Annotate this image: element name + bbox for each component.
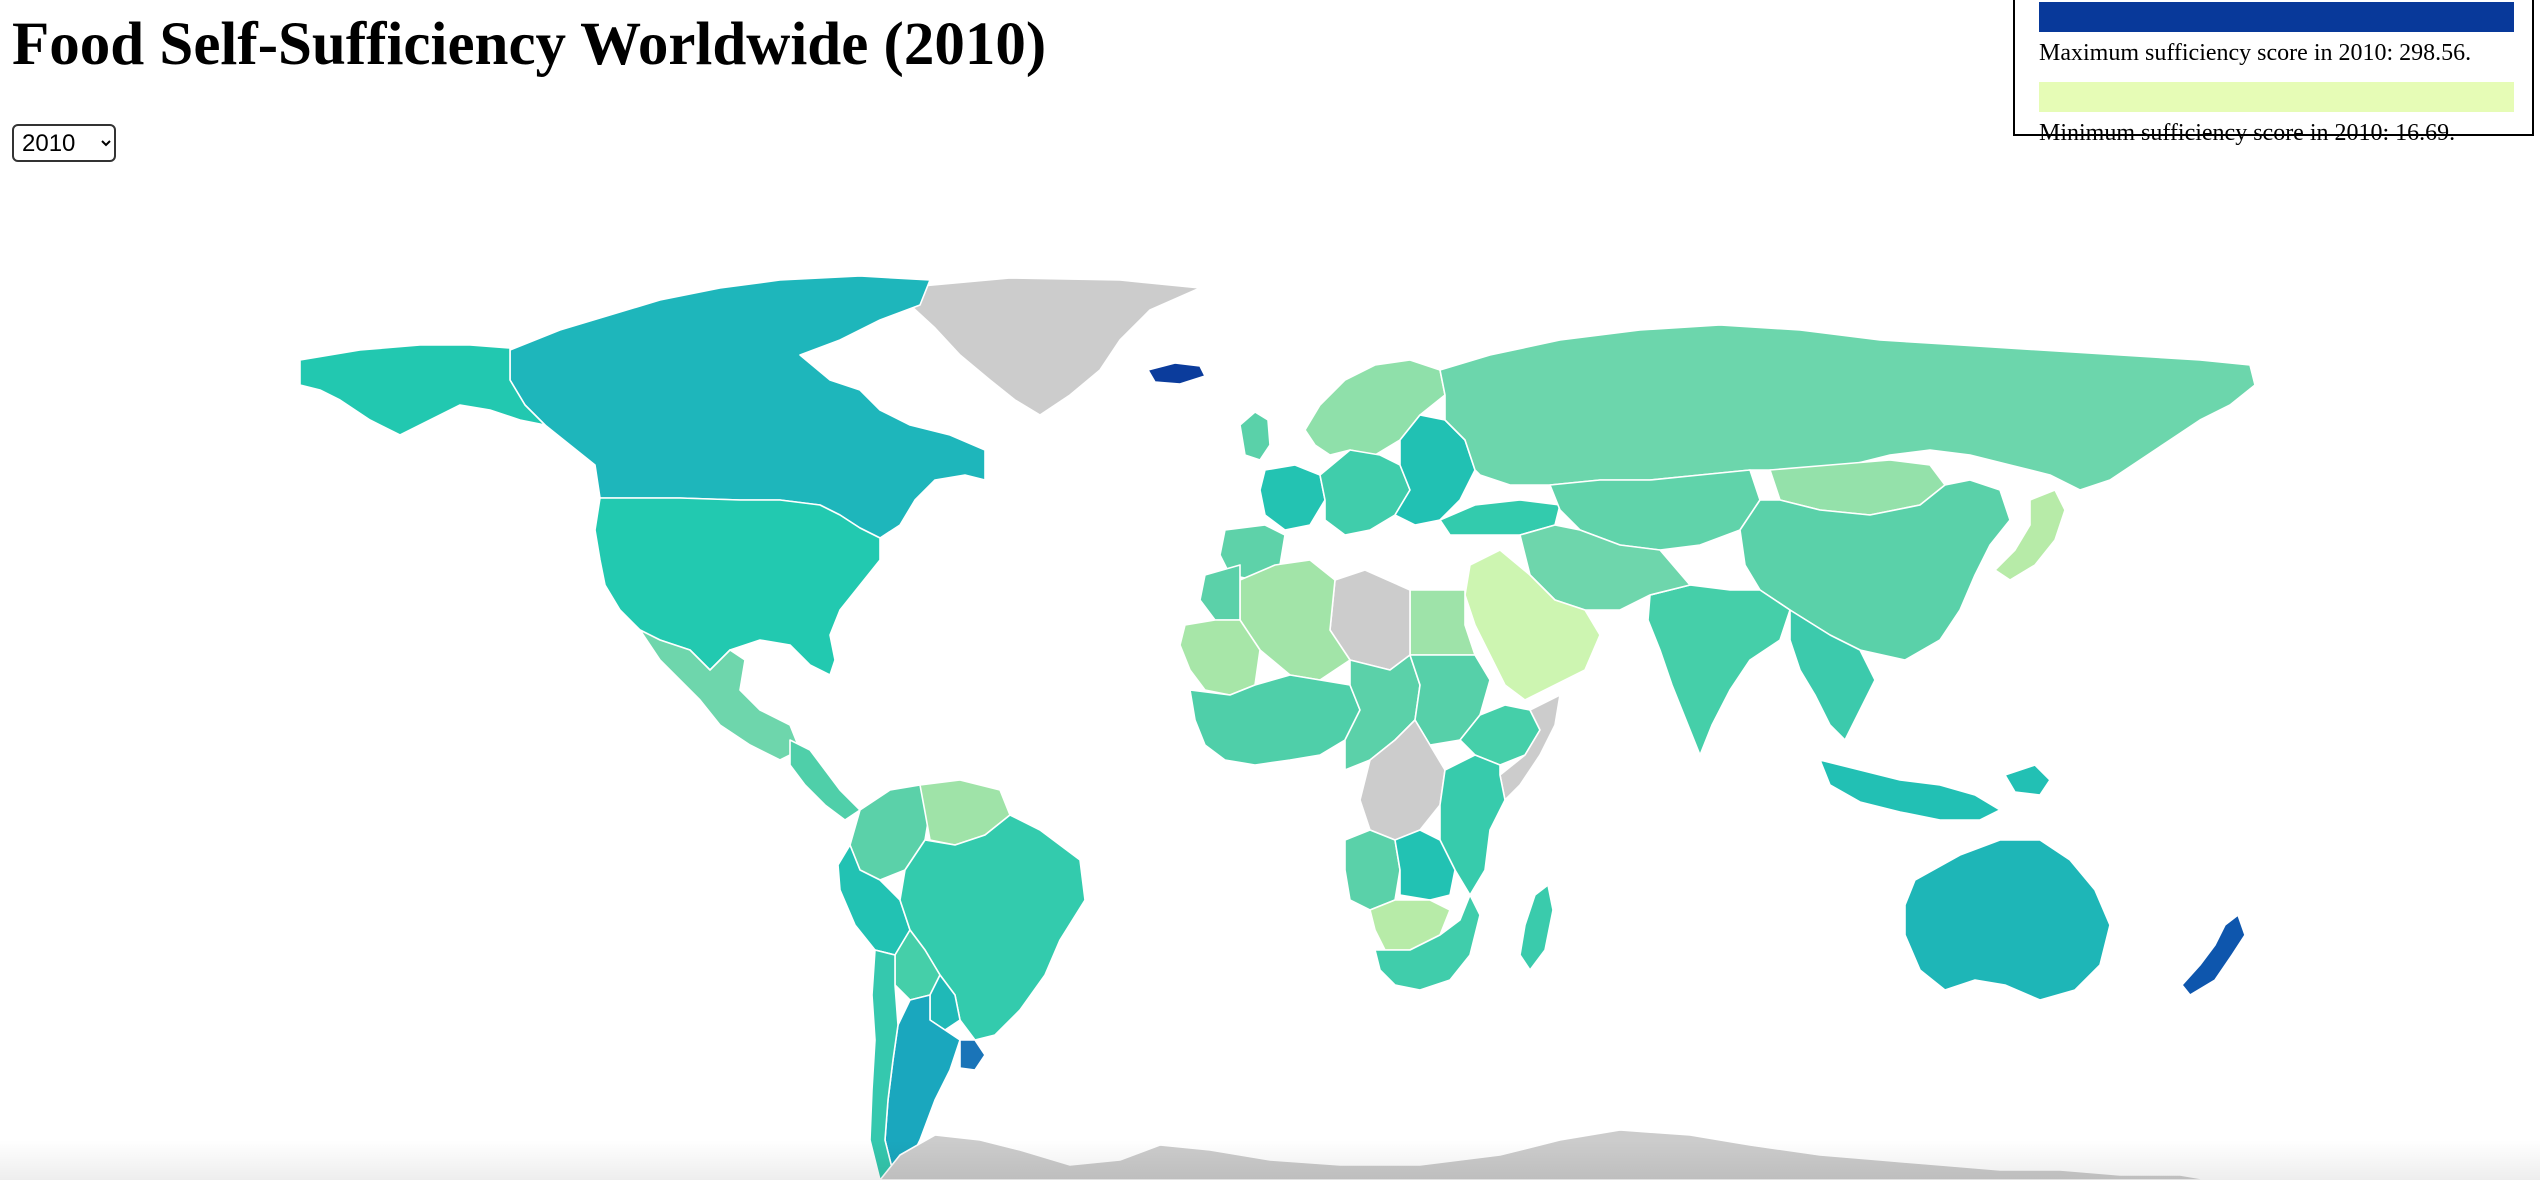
region-zambia[interactable]	[1394, 829, 1456, 901]
region-angola[interactable]	[1344, 829, 1401, 911]
legend-min-swatch	[2039, 82, 2514, 112]
region-indonesia[interactable]	[1819, 759, 2001, 821]
region-usa[interactable]	[594, 497, 881, 676]
region-russia[interactable]	[1439, 324, 2256, 491]
region-new-guinea[interactable]	[2004, 764, 2051, 796]
region-new-zealand[interactable]	[2181, 914, 2246, 996]
region-greenland[interactable]	[899, 277, 1201, 416]
world-map	[299, 275, 2256, 1180]
region-uruguay[interactable]	[959, 1039, 986, 1071]
region-uk[interactable]	[1239, 411, 1271, 461]
page-title: Food Self-Sufficiency Worldwide (2010)	[12, 11, 1047, 78]
region-arabian-peninsula[interactable]	[1464, 549, 1601, 701]
region-central-europe[interactable]	[1319, 449, 1411, 536]
legend-min-label: Minimum sufficiency score in 2010: 16.69…	[2039, 120, 2456, 146]
region-east-africa[interactable]	[1439, 754, 1506, 896]
region-southern-africa[interactable]	[1374, 894, 1481, 991]
region-madagascar[interactable]	[1519, 884, 1554, 971]
bottom-shade	[0, 1140, 2540, 1180]
region-antarctica[interactable]	[879, 1129, 2211, 1180]
region-chile[interactable]	[869, 949, 899, 1180]
region-eastern-europe[interactable]	[1394, 414, 1476, 526]
legend-max-label: Maximum sufficiency score in 2010: 298.5…	[2039, 40, 2472, 66]
region-scandinavia[interactable]	[1304, 359, 1446, 456]
region-central-america[interactable]	[789, 739, 861, 821]
region-morocco[interactable]	[1199, 564, 1241, 621]
year-select[interactable]: 2010	[12, 124, 116, 162]
region-australia[interactable]	[1904, 839, 2111, 1001]
legend: Maximum sufficiency score in 2010: 298.5…	[2013, 0, 2534, 146]
region-west-sahara-mauritania[interactable]	[1179, 619, 1261, 696]
legend-max-swatch	[2039, 2, 2514, 32]
region-mexico[interactable]	[639, 629, 801, 761]
region-japan[interactable]	[1994, 489, 2066, 581]
region-alaska[interactable]	[299, 344, 546, 436]
region-egypt[interactable]	[1409, 589, 1476, 656]
region-iceland[interactable]	[1147, 362, 1206, 385]
region-southeast-asia[interactable]	[1789, 609, 1876, 741]
region-france[interactable]	[1259, 464, 1326, 531]
region-horn-of-africa[interactable]	[1499, 694, 1561, 801]
region-canada[interactable]	[509, 275, 986, 539]
region-india[interactable]	[1647, 584, 1791, 756]
